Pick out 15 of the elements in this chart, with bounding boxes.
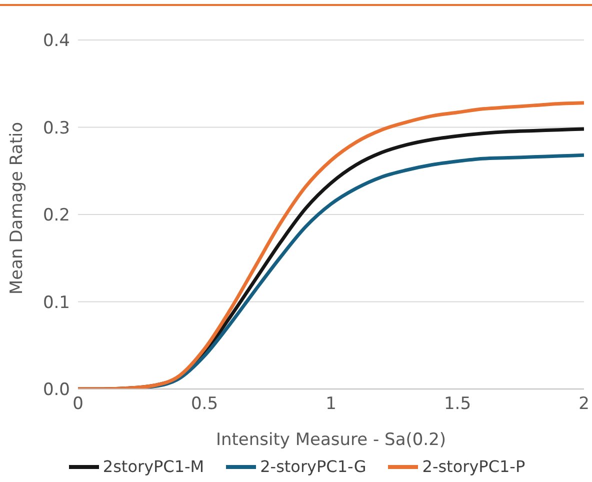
legend-label: 2storyPC1-M — [102, 457, 204, 476]
x-tick-label: 1 — [326, 394, 336, 414]
y-tick-label: 0.2 — [42, 206, 70, 226]
legend-label: 2-storyPC1-G — [259, 457, 366, 476]
x-tick-label: 0.5 — [190, 394, 218, 414]
y-tick-label: 0.3 — [42, 118, 70, 138]
x-tick-label: 2 — [578, 394, 590, 414]
x-tick-label: 1.5 — [444, 394, 472, 414]
y-axis-title: Mean Damage Ratio — [7, 122, 28, 294]
y-tick-label: 0.4 — [42, 31, 70, 52]
legend-label: 2-storyPC1-P — [421, 457, 526, 476]
x-tick-label: 0 — [72, 394, 84, 414]
y-tick-label: 0.1 — [42, 292, 70, 313]
y-tick-label: 0.0 — [42, 380, 70, 400]
x-axis-title: Intensity Measure - Sa(0.2) — [216, 430, 446, 450]
